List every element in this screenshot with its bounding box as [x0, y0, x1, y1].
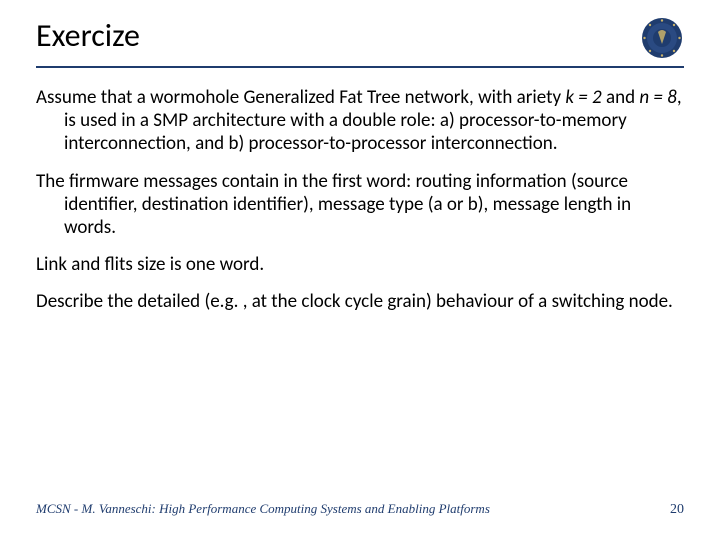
- body-text: Assume that a wormohole Generalized Fat …: [36, 86, 684, 313]
- paragraph-4: Describe the detailed (e.g. , at the clo…: [36, 290, 684, 313]
- header: Exercize: [36, 18, 684, 68]
- page-number: 20: [670, 502, 684, 518]
- p1-text-pre: Assume that a wormohole Generalized Fat …: [36, 86, 565, 109]
- footer-attribution: MCSN - M. Vanneschi: High Performance Co…: [36, 501, 490, 517]
- slide: Exercize Assume that a wormohole General…: [0, 0, 720, 540]
- p1-k: k = 2: [565, 86, 601, 109]
- university-seal-icon: [640, 16, 684, 60]
- p1-n: n = 8: [639, 86, 676, 109]
- slide-title: Exercize: [36, 18, 140, 53]
- paragraph-3: Link and flits size is one word.: [36, 253, 684, 276]
- p1-text-mid: and: [602, 86, 640, 109]
- paragraph-1: Assume that a wormohole Generalized Fat …: [36, 86, 684, 156]
- paragraph-2: The firmware messages contain in the fir…: [36, 170, 684, 240]
- footer: MCSN - M. Vanneschi: High Performance Co…: [36, 501, 684, 518]
